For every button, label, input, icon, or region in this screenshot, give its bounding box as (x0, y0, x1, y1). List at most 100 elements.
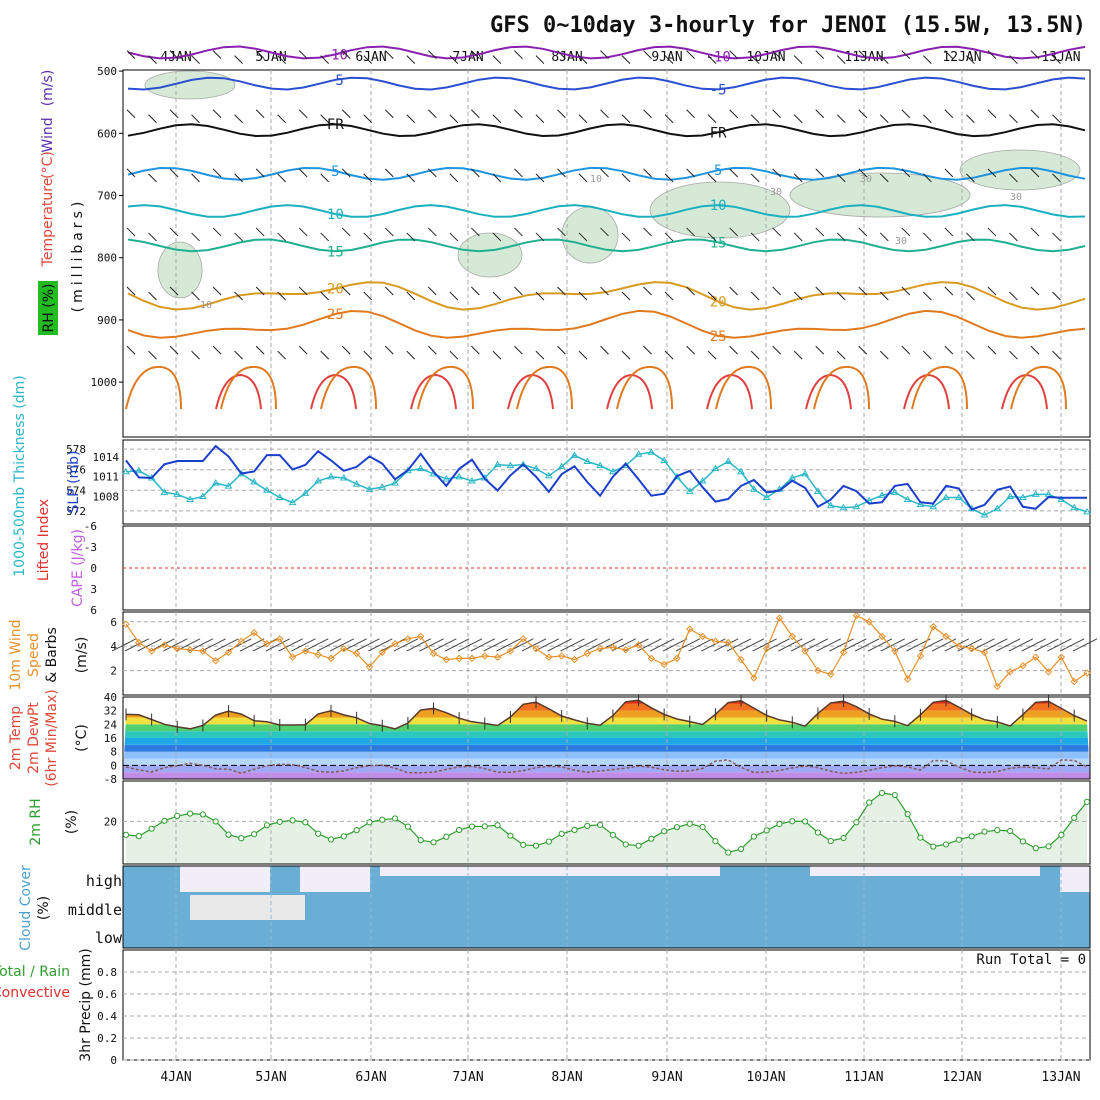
wind-barb (815, 227, 825, 237)
rh-point (930, 843, 937, 850)
wind-barb (471, 227, 480, 237)
wind-barb (341, 109, 351, 119)
wind-barb (1009, 291, 1018, 301)
wind-speed-point (506, 647, 515, 655)
cloud-level-middle: middle (68, 901, 122, 919)
temp-band (123, 772, 1090, 779)
rh2m-ylabels: 2m RH (%) (28, 798, 80, 845)
wind-barb (643, 168, 652, 178)
thickness-point (749, 485, 758, 492)
rh-point (340, 833, 347, 840)
wind-barb-10m (201, 638, 226, 652)
temp-ytick-label: 24 (104, 718, 118, 731)
rh-point (1045, 843, 1052, 850)
wind-barb (363, 291, 373, 301)
wind-speed-point (814, 666, 822, 675)
wind-barb (427, 286, 437, 296)
wind-barb (793, 350, 803, 360)
wind-barb (901, 168, 911, 178)
wind-barb (363, 114, 373, 124)
wind-barb (427, 50, 437, 60)
wind-barb-10m (393, 638, 419, 652)
wind-barb-10m (995, 638, 1021, 652)
wind-barb (320, 232, 330, 242)
wind-barb (191, 350, 200, 360)
wind-barb (363, 173, 373, 183)
slp-label: SLP (mb) (66, 450, 82, 513)
wind-barb (384, 227, 394, 237)
wind-barb-10m (265, 638, 290, 652)
isotherm-label: 20 (710, 295, 727, 311)
wind-barb (879, 55, 889, 65)
wind-barb (1009, 114, 1018, 124)
wind-barb (427, 168, 437, 178)
warm-contour (911, 365, 968, 410)
wind-barb (320, 114, 330, 124)
wind-barb (621, 114, 631, 124)
rh-point (507, 832, 514, 839)
wind-speed-point (404, 635, 412, 643)
isotherm-line (127, 45, 1086, 60)
wind-speed-point (1044, 668, 1053, 676)
rh-point (789, 818, 796, 825)
rh-point (302, 819, 309, 826)
wind-barb (836, 55, 846, 65)
wind-barb-10m (124, 638, 150, 652)
wind-barb (621, 232, 631, 242)
wind-barb (772, 286, 782, 296)
precip-conv-label: Convective (0, 985, 70, 1001)
wind-label: Wind (40, 117, 56, 152)
wind-barb (255, 345, 265, 355)
wind-speed-point (801, 647, 809, 655)
wind-barb (212, 168, 222, 178)
warm-contour (616, 365, 673, 410)
rh-point (699, 823, 706, 831)
rh-point (135, 833, 142, 840)
wind-speed-point (365, 663, 374, 671)
wind-barb-10m (457, 638, 483, 652)
thickness-point (596, 461, 604, 469)
date-label: 7JAN (452, 1070, 483, 1085)
temperature-label: Temperature (40, 178, 56, 268)
wind-barb (277, 291, 287, 301)
wind-barb (879, 350, 889, 360)
wind-speed-point (263, 640, 271, 648)
wind-barb (277, 55, 287, 65)
warm-contour (220, 365, 277, 410)
thickness-point (852, 502, 861, 510)
wind-barb (600, 168, 609, 178)
wind-barb (922, 173, 932, 183)
wind-barb (879, 232, 889, 242)
temp-label-1: 2m Temp (8, 706, 24, 770)
slp-ytick-label: 1011 (93, 471, 120, 484)
date-label: 10JAN (746, 1070, 785, 1085)
wind-barb-10m (867, 638, 893, 652)
wind-speed-point (891, 647, 899, 655)
rh-point (186, 810, 194, 817)
thickness-point (160, 488, 169, 495)
wind-speed-point (314, 651, 322, 659)
wind-barb (298, 168, 308, 178)
wind-barb-10m (432, 638, 457, 652)
rh-point (404, 823, 411, 830)
thickness-point (416, 464, 425, 472)
wind-barb (169, 168, 179, 178)
rh-point (584, 822, 591, 830)
thickness-point (814, 487, 822, 494)
precip-frame (122, 949, 1091, 1061)
wind-barb-10m (714, 638, 739, 652)
wind-barb-10m (239, 638, 265, 652)
wind-barb-10m (560, 638, 585, 652)
wind-barb (729, 345, 738, 355)
wind-speed-point (429, 649, 438, 658)
wind-barb (320, 350, 330, 360)
rh-point (725, 849, 732, 856)
date-label: 12JAN (942, 50, 981, 65)
rh-point (802, 818, 809, 825)
wind-barb (255, 168, 265, 178)
rh-point (776, 820, 783, 828)
rh-point (263, 822, 271, 829)
date-label: 7JAN (452, 50, 483, 65)
wind-barb (406, 114, 416, 124)
wind-speed-point (788, 632, 797, 641)
